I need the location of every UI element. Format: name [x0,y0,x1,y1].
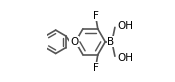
Text: OH: OH [117,53,133,63]
Text: F: F [93,63,99,73]
Text: B: B [107,37,114,47]
Text: OH: OH [117,21,133,31]
Text: F: F [93,11,99,21]
Text: O: O [70,37,78,47]
